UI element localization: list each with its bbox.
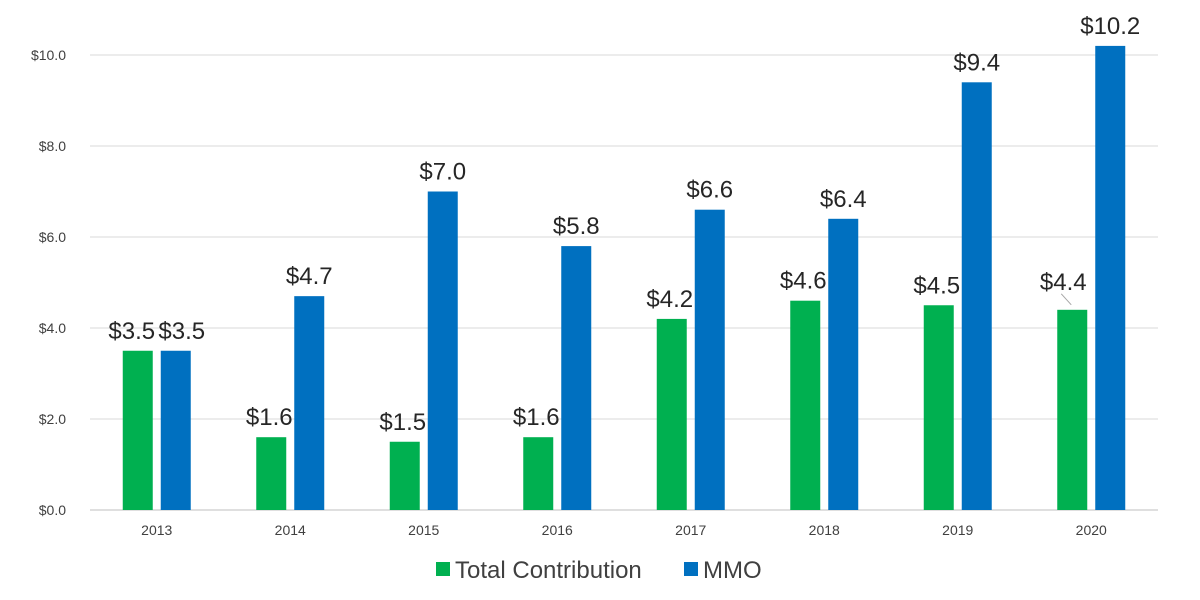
- data-label-mmo-2017: $6.6: [686, 177, 733, 204]
- data-label-total-contribution-2016: $1.6: [513, 404, 560, 431]
- data-label-mmo-2016: $5.8: [553, 213, 600, 240]
- x-tick-label: 2015: [408, 522, 439, 538]
- label-leader-line: [1060, 293, 1072, 306]
- x-tick-label: 2018: [809, 522, 840, 538]
- bar-total-contribution-2016: [523, 437, 554, 510]
- bars: [122, 45, 1126, 511]
- y-tick-label: $10.0: [31, 47, 66, 63]
- legend-label-total-contribution: Total Contribution: [455, 557, 642, 584]
- bar-total-contribution-2020: [1057, 309, 1088, 510]
- bar-total-contribution-2017: [656, 318, 687, 510]
- data-label-total-contribution-2013: $3.5: [108, 318, 155, 345]
- bar-mmo-2017: [694, 209, 725, 510]
- x-tick-label: 2017: [675, 522, 706, 538]
- data-label-mmo-2015: $7.0: [419, 159, 466, 186]
- data-label-total-contribution-2018: $4.6: [780, 268, 827, 295]
- bar-mmo-2013: [160, 350, 191, 510]
- y-tick-label: $8.0: [39, 138, 66, 154]
- bar-mmo-2016: [561, 246, 592, 510]
- x-tick-label: 2013: [141, 522, 172, 538]
- data-label-total-contribution-2015: $1.5: [379, 409, 426, 436]
- bar-total-contribution-2015: [389, 441, 420, 510]
- gridlines: [90, 54, 1158, 511]
- x-tick-label: 2016: [542, 522, 573, 538]
- bar-total-contribution-2014: [256, 437, 287, 510]
- data-label-mmo-2019: $9.4: [953, 49, 1000, 76]
- y-tick-label: $2.0: [39, 411, 66, 427]
- bar-mmo-2019: [961, 82, 992, 511]
- legend-label-mmo: MMO: [703, 557, 762, 584]
- bar-total-contribution-2019: [923, 305, 954, 510]
- y-tick-label: $0.0: [39, 502, 66, 518]
- legend-swatch-total-contribution: [436, 562, 450, 576]
- y-tick-label: $6.0: [39, 229, 66, 245]
- data-label-mmo-2014: $4.7: [286, 263, 333, 290]
- bar-mmo-2018: [828, 218, 859, 511]
- data-label-total-contribution-2017: $4.2: [646, 286, 693, 313]
- legend: Total Contribution MMO: [436, 557, 762, 584]
- data-labels: $3.5 $3.5 $1.6 $4.7 $1.5 $7.0 $1.6 $5.8 $4.2 $6.6…: [108, 13, 1140, 436]
- bar-mmo-2020: [1095, 45, 1126, 511]
- x-tick-label: 2019: [942, 522, 973, 538]
- y-axis-tick-labels: $0.0 $2.0 $4.0 $6.0 $8.0 $10.0: [31, 47, 66, 518]
- bar-total-contribution-2018: [790, 300, 821, 510]
- y-tick-label: $4.0: [39, 320, 66, 336]
- data-label-mmo-2013: $3.5: [158, 318, 205, 345]
- data-label-total-contribution-2020: $4.4: [1040, 269, 1087, 296]
- legend-swatch-mmo: [684, 562, 698, 576]
- x-axis-tick-labels: 2013 2014 2015 2016 2017 2018 2019 2020: [141, 522, 1107, 538]
- data-label-mmo-2020: $10.2: [1080, 13, 1140, 40]
- data-label-total-contribution-2014: $1.6: [246, 404, 293, 431]
- data-label-total-contribution-2019: $4.5: [913, 272, 960, 299]
- bar-mmo-2014: [294, 296, 325, 510]
- bar-total-contribution-2013: [122, 350, 153, 510]
- x-tick-label: 2020: [1076, 522, 1107, 538]
- x-tick-label: 2014: [275, 522, 306, 538]
- bar-mmo-2015: [427, 191, 458, 510]
- data-label-mmo-2018: $6.4: [820, 186, 867, 213]
